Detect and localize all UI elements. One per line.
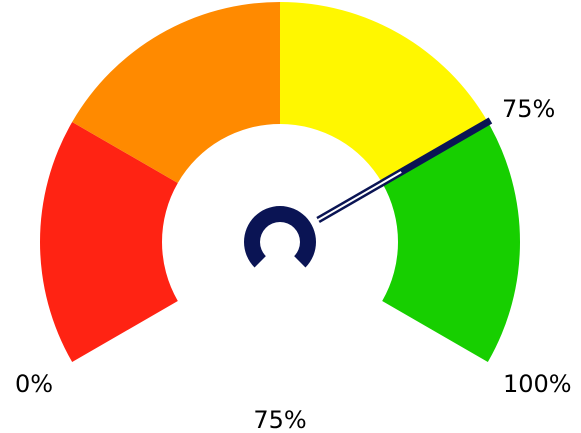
min-label: 0% (15, 370, 53, 398)
gauge-segment-4 (382, 122, 520, 362)
gauge-hub (244, 205, 316, 268)
pointer-value-label: 75% (502, 95, 555, 123)
gauge-needle (316, 117, 493, 224)
max-label: 100% (503, 370, 572, 398)
gauge-segment-2 (72, 2, 280, 183)
value-label: 75% (253, 406, 306, 433)
needle-highlight (317, 171, 402, 221)
gauge-segment-1 (39, 122, 178, 362)
gauge-segment-3 (280, 2, 488, 183)
